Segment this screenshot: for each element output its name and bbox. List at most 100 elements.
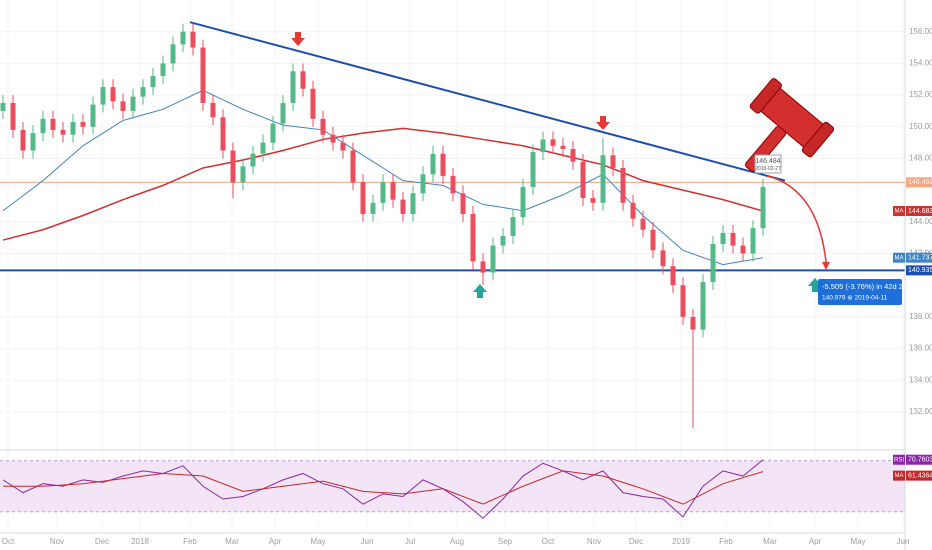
candle-body (580, 161, 586, 199)
line-series (2, 459, 764, 519)
x-tick-label: May (850, 537, 865, 546)
x-tick-label: 2018 (131, 537, 149, 546)
candle-body (440, 153, 446, 176)
candle-body (20, 129, 26, 151)
candle-body (530, 152, 536, 187)
x-tick-label: Oct (542, 537, 555, 546)
tooltip-price: 146.484 (755, 158, 780, 165)
candle-body (280, 102, 286, 124)
candle-body (450, 175, 456, 194)
y-tick-label: 152.000 (909, 90, 932, 99)
level-label: 140.935 (908, 267, 932, 274)
candle-body (290, 71, 296, 103)
rsi-value-box (906, 470, 932, 481)
candle-body (230, 150, 236, 183)
candle-body (660, 250, 666, 267)
candle-body (60, 129, 66, 135)
candle-body (420, 174, 426, 194)
candle-body (680, 285, 686, 317)
candle-body (400, 199, 406, 214)
x-tick-label: Apr (269, 537, 282, 546)
projection-arrow (767, 175, 827, 263)
candle-body (80, 122, 86, 127)
candle-body (330, 134, 336, 143)
ma-name: MA (895, 209, 904, 215)
candle-body (10, 102, 16, 130)
candle-body (360, 182, 366, 214)
x-tick-label: Oct (2, 537, 15, 546)
candle-body (120, 101, 126, 111)
x-tick-label: Dec (95, 537, 109, 546)
tooltip-box (754, 154, 782, 174)
grid (0, 0, 905, 532)
candle-body (470, 213, 476, 262)
plot (0, 21, 905, 519)
candle-body (510, 217, 516, 237)
up-arrow (808, 278, 822, 292)
candle-body (560, 145, 566, 149)
rsi-value-box (906, 454, 932, 465)
x-tick-label: 2019 (672, 537, 690, 546)
candle-body (350, 150, 356, 183)
x-tick-label: Jul (405, 537, 415, 546)
x-tick-label: Nov (50, 537, 64, 546)
x-tick-label: Jun (361, 537, 374, 546)
candle-body (130, 96, 136, 111)
candle-body (170, 44, 176, 64)
candle-body (640, 218, 646, 230)
x-tick-label: Mar (225, 537, 239, 546)
ma-value-box (906, 252, 932, 263)
x-tick-label: May (310, 537, 325, 546)
rsi-name: MA (895, 473, 904, 479)
candle-body (410, 193, 416, 214)
candle-body (600, 155, 606, 203)
candle-body (320, 118, 326, 135)
y-tick-label: 134.000 (909, 375, 932, 384)
candle-body (180, 31, 186, 45)
x-tick-label: Aug (450, 537, 464, 546)
level-label-box (906, 265, 932, 276)
x-tick-label: Jun (897, 537, 910, 546)
candle-body (30, 133, 36, 151)
candle-body (750, 228, 756, 254)
candle-body (300, 71, 306, 89)
projection-arrowhead (822, 262, 830, 270)
candle-body (430, 153, 436, 175)
candle-body (0, 102, 6, 111)
x-tick-label: Nov (587, 537, 601, 546)
candle-body (380, 182, 386, 203)
level-label-box (906, 177, 932, 188)
y-tick-label: 136.000 (909, 344, 932, 353)
rsi-name-box (893, 454, 905, 465)
candle-body (570, 148, 576, 162)
candle-body (140, 87, 146, 97)
candle-body (250, 153, 256, 167)
rsi-name: RSI (894, 457, 904, 463)
candle-body (260, 142, 266, 154)
y-tick-label: 144.000 (909, 217, 932, 226)
candle-body (550, 139, 556, 146)
down-arrow (596, 116, 610, 130)
measure-change: -5.505 (-3.76%) in 42d 23h (822, 282, 911, 291)
candle-body (740, 245, 746, 254)
down-arrow (291, 32, 305, 46)
candle-body (100, 87, 106, 105)
candle-body (50, 118, 56, 130)
ma-name-box (893, 252, 905, 263)
candle-body (610, 155, 616, 168)
level-label: 146.492 (908, 179, 932, 186)
x-tick-label: Dec (629, 537, 643, 546)
y-tick-label: 148.000 (909, 154, 932, 163)
y-tick-label: 138.000 (909, 312, 932, 321)
candle-body (670, 266, 676, 286)
rsi-band (0, 460, 905, 512)
up-arrow (473, 284, 487, 298)
candle-body (390, 182, 396, 200)
measure-detail: 140.979 ⊕ 2019-04-11 (822, 295, 888, 302)
ma-value: 141.737 (908, 255, 932, 262)
candle-body (270, 123, 276, 143)
candle-body (480, 261, 486, 273)
candle-body (160, 63, 166, 77)
rsi-value: 61.4364 (908, 472, 932, 479)
candle-body (490, 245, 496, 273)
